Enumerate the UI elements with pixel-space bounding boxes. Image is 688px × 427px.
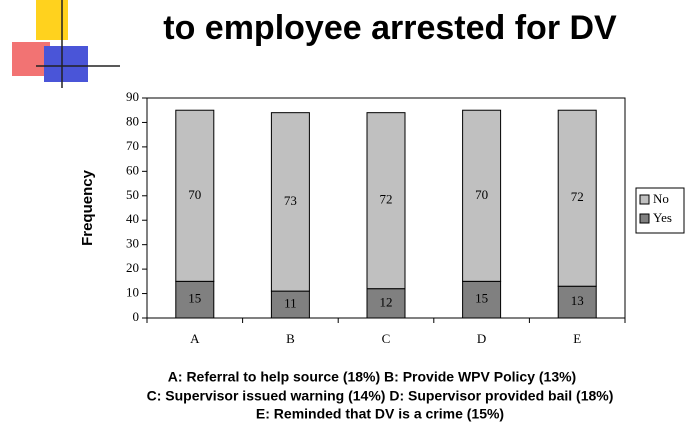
legend-label: No [653,191,669,206]
bar-segment [462,109,502,282]
y-tick-label: 30 [126,236,139,251]
bar-segment [462,280,502,319]
y-tick-label: 60 [126,162,139,177]
deco-yellow [36,0,68,40]
x-tick-label: E [573,331,581,346]
data-label: 72 [571,189,584,204]
x-tick-label: C [382,331,391,346]
data-label: 73 [284,193,297,208]
legend-label: Yes [653,210,672,225]
y-tick-label: 90 [126,89,139,104]
caption: A: Referral to help source (18%) B: Prov… [147,369,614,422]
data-label: 70 [475,187,488,202]
x-tick-label: D [477,331,486,346]
data-label: 13 [571,293,584,308]
y-tick-label: 70 [126,138,139,153]
data-label: 15 [475,291,488,306]
bar-segment [366,112,406,290]
deco-red [12,42,50,76]
deco-blue [44,46,88,82]
legend-swatch [639,213,650,224]
x-tick-label: B [286,331,295,346]
x-tick-label: A [190,331,200,346]
bar-segment [270,112,310,292]
data-label: 12 [380,294,393,309]
y-tick-label: 10 [126,285,139,300]
data-label: 70 [188,187,201,202]
bar-segment [175,280,215,319]
y-tick-label: 0 [133,309,140,324]
chart-title: to employee arrested for DV [163,9,617,47]
y-axis-label: Frequency [79,169,96,246]
bar-segment [557,285,597,319]
data-label: 15 [188,291,201,306]
bar-segment [175,109,215,282]
legend-swatch [639,194,650,205]
y-tick-label: 20 [126,260,139,275]
y-tick-label: 40 [126,211,139,226]
y-tick-label: 50 [126,187,139,202]
data-label: 11 [284,296,297,311]
data-label: 72 [380,192,393,207]
caption-line: C: Supervisor issued warning (14%) D: Su… [147,388,614,404]
bar-segment [366,288,406,319]
bar-segment [557,109,597,287]
caption-line: A: Referral to help source (18%) B: Prov… [168,369,576,385]
caption-line: E: Reminded that DV is a crime (15%) [256,406,504,422]
y-tick-label: 80 [126,113,139,128]
